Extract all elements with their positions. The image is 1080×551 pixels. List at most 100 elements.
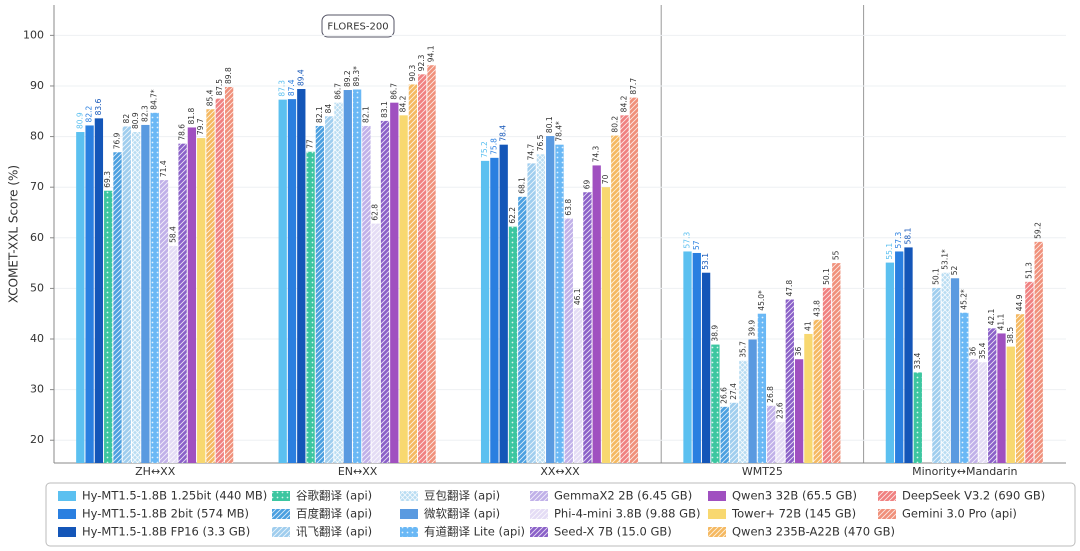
legend-swatch [272,491,290,501]
legend-label: Seed-X 7B (15.0 GB) [554,525,672,539]
value-label: 86.7 [334,83,343,100]
value-label: 89.2 [343,70,352,87]
legend-swatch [878,491,896,501]
legend-swatch [708,509,726,519]
value-label: 58.4 [168,226,177,243]
value-label: 80.9 [131,112,140,129]
bar [932,287,941,463]
y-tick-label: 20 [30,433,44,446]
value-label: 69 [582,179,591,189]
value-label: 77 [306,139,315,149]
bar [371,223,380,463]
value-label: 51.3 [1024,262,1033,279]
value-label: 89.4 [296,69,305,86]
bar [187,127,197,464]
bar [960,312,969,463]
bar [390,102,399,464]
bar [141,124,150,463]
bar [536,154,546,463]
bar [499,144,508,463]
value-label: 86.7 [389,83,398,100]
value-label: 87.5 [215,79,224,96]
bar [352,89,362,463]
value-label: 63.8 [564,199,573,216]
bar [1034,241,1043,463]
value-label: 43.8 [813,300,822,317]
value-label: 80.9 [75,112,84,129]
value-label: 84.2 [620,95,629,112]
annotation-box [321,14,395,38]
bar [692,252,701,463]
value-label: 27.4 [729,383,738,400]
legend-label: Hy-MT1.5-1.8B 2bit (574 MB) [82,507,249,521]
bar [287,99,297,464]
bar [343,90,352,463]
bar [822,287,832,463]
value-label: 84 [324,104,333,114]
value-label: 45.2* [959,289,968,310]
value-label: 83.1 [380,101,389,118]
value-label: 53.1 [701,253,710,270]
value-label: 38.5 [1006,327,1015,344]
legend-swatch [530,509,548,519]
value-label: 36 [969,346,978,356]
value-label: 85.4 [206,89,215,106]
value-label: 57.3 [894,232,903,249]
bar [583,192,592,464]
bar [150,112,159,464]
bar [739,360,748,463]
value-label: 78.4 [499,125,508,142]
y-tick-label: 80 [30,130,44,143]
value-label: 53.1* [941,249,950,270]
value-label: 87.7 [629,78,638,95]
value-label: 84.2 [399,95,408,112]
y-tick-label: 30 [30,383,44,396]
bar [748,339,757,463]
bar [701,272,711,463]
bar [380,120,390,463]
bar [832,263,841,463]
y-tick-label: 60 [30,231,44,244]
bar [941,272,950,463]
x-tick-label: XX↔XX [540,465,580,478]
y-tick-label: 40 [30,332,44,345]
legend-box [45,482,1076,547]
bar [408,84,418,463]
bar [94,118,104,463]
legend-label: Tower+ 72B (145 GB) [731,507,856,521]
value-label: 82.1 [361,106,370,123]
y-tick-label: 90 [30,79,44,92]
legend-swatch [530,491,548,501]
bar [904,247,913,463]
value-label: 82.2 [85,106,94,123]
bar [978,362,988,463]
value-label: 83.6 [94,98,103,115]
bar [629,97,639,463]
value-label: 58.1 [904,227,913,244]
bar [813,319,822,463]
bar [913,372,922,463]
value-label: 50.1 [822,268,831,285]
bar [988,328,997,463]
value-label: 76.5 [536,134,545,151]
bar [620,115,629,463]
value-label: 23.6 [776,402,785,419]
annotation: FLORES-200 [327,22,388,33]
legend-label: Qwen3 235B-A22B (470 GB) [732,525,895,539]
value-label: 35.7 [738,341,747,358]
legend-swatch [58,527,76,537]
legend-swatch [530,527,548,537]
bar [427,65,436,463]
value-label: 68.1 [517,177,526,194]
bar [711,344,720,463]
value-label: 50.1 [931,268,940,285]
value-label: 74.7 [527,143,536,160]
bar [885,262,895,463]
legend-label: Hy-MT1.5-1.8B 1.25bit (440 MB) [82,489,267,503]
value-label: 38.9 [710,325,719,342]
bar [767,405,776,463]
x-tick-label: ZH↔XX [135,465,176,478]
legend-swatch [400,527,418,537]
value-label: 55.1 [885,243,894,260]
legend-label: Qwen3 32B (65.5 GB) [732,489,857,503]
